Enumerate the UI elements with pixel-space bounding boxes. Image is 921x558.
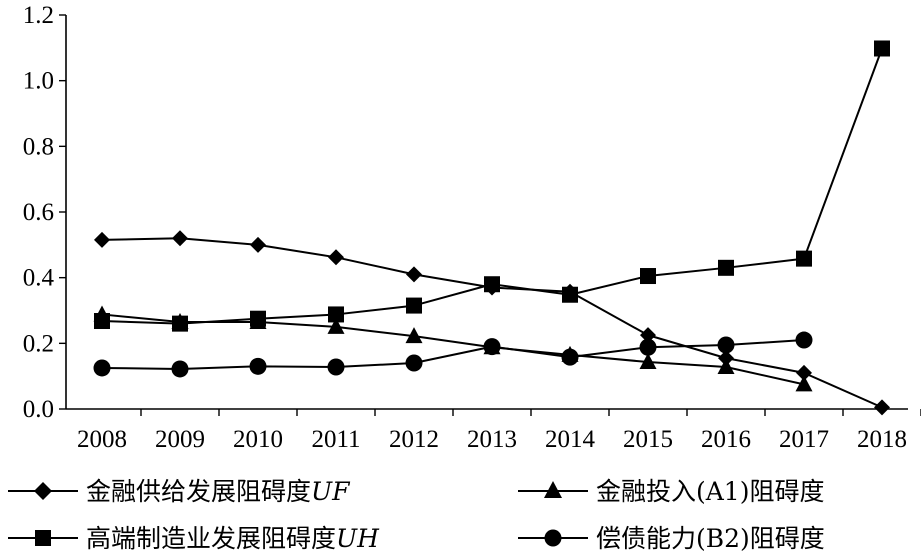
x-tick-label: 2009 (155, 426, 205, 453)
series-line-circle (101, 339, 805, 370)
data-point-square (172, 315, 188, 332)
y-tick-label: 0.6 (23, 199, 54, 226)
legend-label-uh-suffix: UH (336, 524, 380, 553)
data-point-square (562, 286, 578, 303)
legend-label-a1: 金融投入(A1)阻碍度 (596, 477, 824, 506)
data-point-square (874, 40, 890, 57)
x-tick-label: 2012 (389, 426, 439, 453)
data-point-circle (483, 338, 501, 356)
legend-label-uf-text: 金融供给发展阻碍度 (86, 477, 311, 506)
legend-square-marker (35, 530, 51, 546)
x-tick-label: 2008 (77, 426, 127, 453)
y-tick-label: 0.2 (23, 330, 54, 357)
data-point-circle (249, 357, 267, 375)
data-point-triangle (327, 317, 345, 334)
y-ticks: 0.0 0.2 0.4 0.6 0.8 1.0 1.2 (23, 2, 66, 423)
legend-item-uh: 高端制造业发展阻碍度UH (8, 524, 380, 553)
data-point-circle (795, 331, 813, 349)
data-point-diamond (94, 231, 110, 248)
data-point-square (484, 276, 500, 293)
data-point-diamond (874, 399, 890, 416)
data-point-diamond (328, 249, 344, 266)
data-point-circle (93, 359, 111, 377)
legend-label-b2: 偿债能力(B2)阻碍度 (596, 524, 825, 553)
legend-diamond-marker (34, 482, 52, 500)
data-point-square (94, 313, 110, 330)
legend-item-uf: 金融供给发展阻碍度UF (8, 477, 351, 506)
legend-triangle-marker (544, 481, 562, 498)
legend: 金融供给发展阻碍度UF 金融投入(A1)阻碍度 高端制造业发展阻碍度UH 偿债能… (8, 477, 825, 553)
data-point-circle (327, 358, 345, 376)
x-ticks: 2008 2009 2010 2011 2012 2013 2014 2015 2016 2017… (77, 409, 921, 453)
data-point-circle (561, 348, 579, 366)
legend-label-uf: 金融供给发展阻碍度UF (86, 477, 351, 506)
x-tick-label: 2016 (701, 426, 751, 453)
data-point-circle (405, 354, 423, 372)
x-tick-label: 2018 (857, 426, 907, 453)
data-point-square (406, 297, 422, 314)
data-point-circle (717, 336, 735, 354)
data-point-triangle (639, 353, 657, 370)
data-point-diamond (172, 230, 188, 247)
data-point-circle (639, 338, 657, 356)
data-point-square (250, 310, 266, 327)
legend-label-uf-suffix: UF (311, 477, 351, 506)
data-point-diamond (640, 327, 656, 344)
x-tick-label: 2015 (623, 426, 673, 453)
legend-circle-marker (544, 529, 562, 547)
data-point-square (718, 259, 734, 276)
data-point-square (796, 250, 812, 267)
data-point-diamond (796, 364, 812, 381)
legend-label-uh-text: 高端制造业发展阻碍度 (86, 524, 336, 553)
y-tick-label: 1.0 (23, 68, 54, 95)
data-point-square (640, 268, 656, 285)
data-point-triangle (405, 327, 423, 344)
series-markers (93, 40, 890, 416)
x-tick-label: 2010 (233, 426, 283, 453)
legend-item-a1: 金融投入(A1)阻碍度 (518, 477, 824, 506)
data-point-diamond (250, 236, 266, 253)
legend-label-uh: 高端制造业发展阻碍度UH (86, 524, 380, 553)
y-tick-label: 1.2 (23, 2, 54, 29)
y-tick-label: 0.4 (23, 265, 55, 292)
x-tick-label: 2017 (779, 426, 829, 453)
x-tick-label: 2011 (311, 426, 360, 453)
data-point-triangle (717, 357, 735, 374)
data-point-triangle (795, 375, 813, 392)
data-point-circle (171, 360, 189, 378)
data-point-square (328, 306, 344, 323)
x-tick-label: 2014 (545, 426, 596, 453)
legend-item-b2: 偿债能力(B2)阻碍度 (518, 524, 825, 553)
y-tick-label: 0.8 (23, 133, 54, 160)
data-point-diamond (406, 266, 422, 283)
x-tick-label: 2013 (467, 426, 517, 453)
y-tick-label: 0.0 (23, 396, 54, 423)
